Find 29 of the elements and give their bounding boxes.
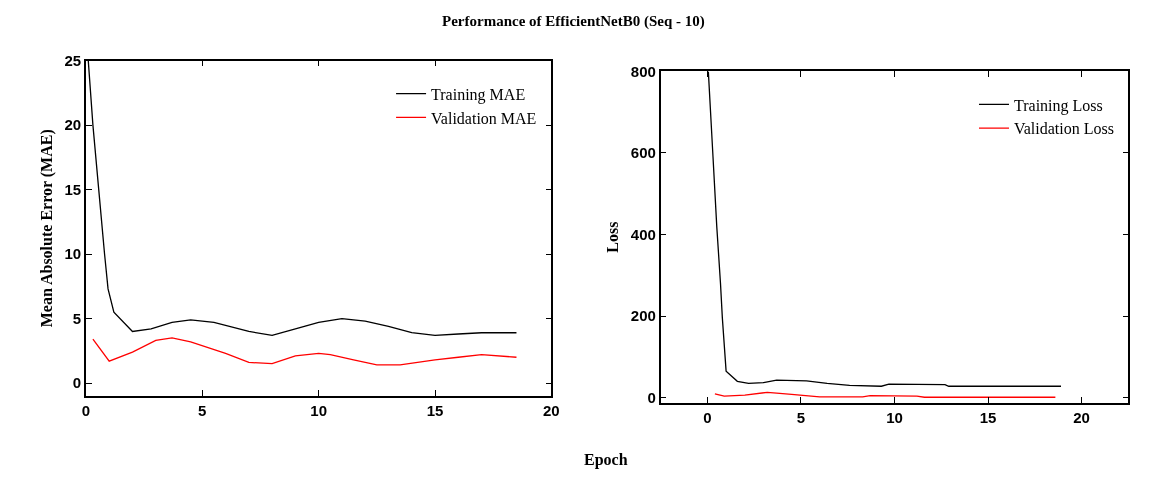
y-tick-label: 15 — [64, 180, 82, 198]
y-axis-title: Mean Absolute Error (MAE) — [37, 129, 56, 328]
x-tick-label: 15 — [426, 401, 444, 419]
y-tick-label: 200 — [630, 307, 656, 325]
y-tick-label: 20 — [64, 116, 82, 134]
y-tick-label: 400 — [630, 225, 656, 243]
line-series — [92, 337, 518, 366]
y-tick-label: 800 — [630, 62, 656, 80]
legend-label: Training Loss — [1013, 96, 1103, 115]
x-tick-label: 5 — [198, 401, 207, 419]
x-axis-title: Epoch — [584, 451, 628, 469]
x-tick-label: 0 — [703, 408, 712, 426]
x-tick-label: 20 — [543, 401, 560, 419]
chart-title: Performance of EfficientNetB0 (Seq - 10) — [442, 13, 705, 30]
y-tick-label: 10 — [64, 245, 82, 263]
x-tick-label: 5 — [796, 408, 806, 426]
y-tick-label: 5 — [72, 309, 82, 327]
x-tick-label: 10 — [886, 408, 903, 426]
x-tick-label: 10 — [310, 401, 327, 419]
y-axis-title: Loss — [604, 221, 622, 253]
x-tick-label: 20 — [1073, 408, 1090, 426]
x-tick-label: 15 — [979, 408, 997, 426]
legend-label: Validation Loss — [1013, 120, 1114, 138]
y-tick-label: 600 — [630, 144, 656, 162]
legend-label: Training MAE — [431, 85, 526, 104]
y-tick-label: 0 — [72, 374, 82, 392]
y-tick-label: 0 — [647, 388, 656, 406]
y-tick-label: 25 — [64, 51, 82, 69]
legend-label: Validation MAE — [431, 109, 537, 127]
